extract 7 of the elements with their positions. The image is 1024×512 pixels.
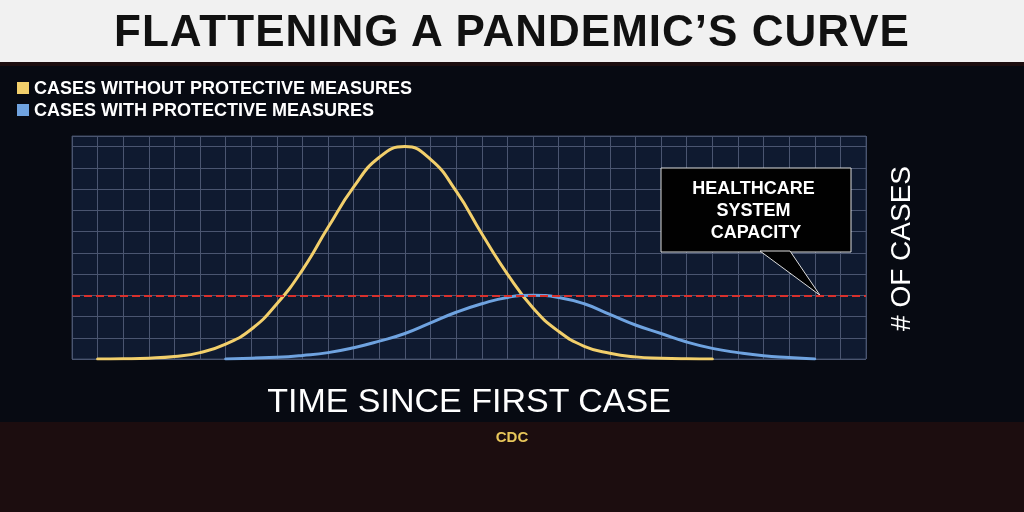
chart-title: FLATTENING A PANDEMIC’S CURVE — [0, 0, 1024, 62]
text: CDC — [494, 428, 530, 445]
legend-label: CASES WITHOUT PROTECTIVE MEASURES — [34, 78, 413, 98]
x-axis-title: TIME SINCE FIRST CASE — [267, 381, 671, 419]
ref-line-label: HEALTHCARE SYSTEM CAPACITY — [692, 178, 820, 243]
legend-label: CASES WITH PROTECTIVE MEASURES — [34, 100, 375, 120]
y-axis-title: # OF CASES — [884, 166, 916, 331]
